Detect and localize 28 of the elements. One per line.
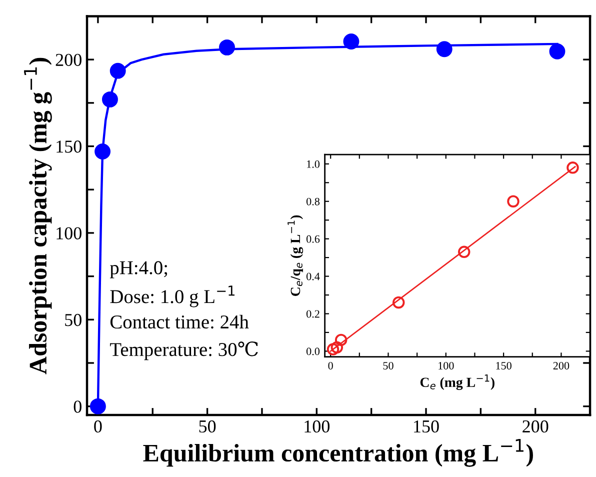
y-tick-label: 0.0 [306, 348, 320, 356]
y-tick-label: 0 [74, 400, 82, 413]
x-tick-label: 0 [328, 362, 333, 370]
y-tick-label: 150 [56, 140, 82, 153]
x-tick-label: 100 [438, 362, 454, 370]
x-tick-label: 150 [496, 362, 512, 370]
x-axis-title: Equilibrium concentration (mg L$^{−1}$) [143, 439, 533, 467]
x-tick-label: 0 [94, 420, 102, 433]
y-axis-title: C$_{e}$/q$_{e}$ (g L$^{−1}$) [288, 215, 304, 296]
y-tick-label: 0.2 [306, 310, 320, 318]
x-tick-label: 50 [199, 420, 216, 433]
annotation: Contact time: 24h [110, 314, 249, 329]
y-tick-label: 100 [56, 227, 82, 240]
x-tick-label: 150 [414, 420, 439, 433]
y-tick-label: 0.8 [306, 198, 320, 206]
y-tick-label: 0.6 [306, 235, 320, 243]
x-axis-title: C$_{e}$ (mg L$^{−1}$) [420, 374, 494, 390]
annotation: Temperature: 30℃ [110, 342, 258, 360]
x-tick-label: 50 [383, 362, 394, 370]
x-tick-label: 200 [553, 362, 570, 370]
x-tick-label: 200 [522, 420, 548, 433]
annotation: Dose: 1.0 g L$^{−1}$ [110, 286, 234, 308]
y-tick-label: 0.4 [306, 272, 320, 280]
y-tick-label: 50 [65, 314, 82, 326]
annotation: pH:4.0; [110, 261, 168, 278]
y-tick-label: 200 [56, 54, 82, 66]
y-tick-label: 1.0 [307, 160, 320, 168]
y-axis-title: Adsorption capacity (mg g$^{−1}$) [24, 58, 52, 374]
